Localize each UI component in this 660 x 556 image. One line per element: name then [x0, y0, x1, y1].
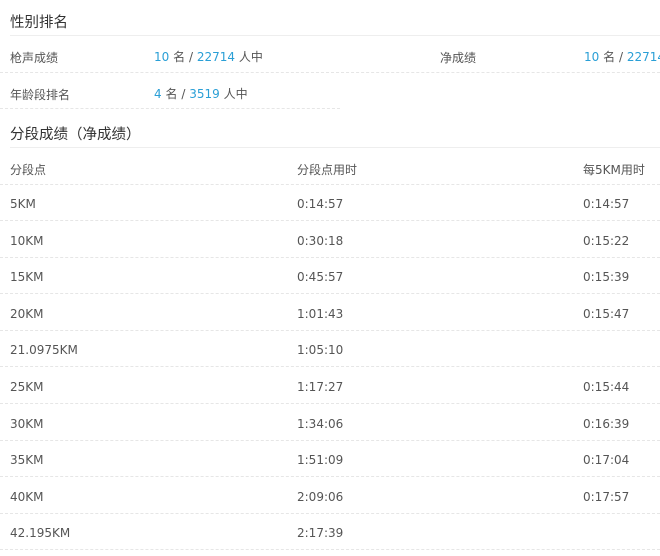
rank: 4: [154, 87, 162, 101]
split-time: 1:17:27: [297, 380, 344, 394]
split-time: 2:17:39: [297, 526, 344, 541]
split-time: 1:51:09: [297, 453, 344, 468]
net-time-rank: 10 名 / 22714: [584, 48, 660, 65]
gun-time-rank: 10 名 / 22714 人中: [154, 48, 263, 65]
split-time: 0:45:57: [297, 270, 344, 285]
split-point: 40KM: [10, 489, 44, 504]
per-5km-time: 0:15:47: [583, 306, 630, 321]
header-split-point: 分段点: [10, 163, 47, 177]
rank-unit: 名: [165, 87, 178, 101]
gender-rank-title: 性别排名: [10, 15, 68, 31]
per-5km-time: 0:16:39: [583, 416, 630, 431]
split-time: 1:01:43: [297, 306, 344, 321]
split-point: 42.195KM: [10, 526, 71, 541]
split-point: 10KM: [10, 233, 44, 248]
net-time-label: 净成绩: [440, 51, 477, 65]
header-per-5km: 每5KM用时: [583, 163, 645, 177]
age-group-label: 年龄段排名: [10, 88, 71, 102]
rank: 10: [584, 50, 600, 64]
splits-title: 分段成绩（净成绩）: [10, 127, 141, 143]
divider: [10, 35, 660, 36]
age-group-rank: 4 名 / 3519 人中: [154, 85, 248, 102]
total: 3519: [189, 87, 220, 101]
rank-unit: 名: [603, 50, 616, 64]
per-5km-time: 0:17:04: [583, 453, 630, 468]
split-point: 35KM: [10, 453, 44, 468]
split-time: 1:34:06: [297, 416, 344, 431]
row-divider: [0, 403, 660, 404]
split-point: 15KM: [10, 270, 44, 285]
split-time: 0:30:18: [297, 233, 344, 248]
divider: [0, 72, 660, 73]
total: 22714: [626, 50, 660, 64]
divider: [10, 147, 660, 148]
rank-unit: 名: [173, 50, 186, 64]
separator: /: [181, 87, 186, 101]
row-divider: [0, 512, 660, 514]
row-divider: [0, 549, 660, 551]
row-divider: [0, 476, 660, 478]
separator: /: [188, 50, 193, 64]
row-divider: [0, 329, 660, 331]
total-unit: 人中: [223, 87, 248, 101]
header-split-time: 分段点用时: [297, 163, 358, 177]
separator: /: [618, 50, 623, 64]
split-point: 25KM: [10, 380, 44, 394]
per-5km-time: 0:15:22: [583, 233, 630, 248]
gun-time-label: 枪声成绩: [10, 51, 59, 65]
row-divider: [0, 293, 660, 295]
per-5km-time: 0:15:39: [583, 270, 630, 285]
divider: [0, 108, 340, 109]
total: 22714: [196, 50, 236, 64]
row-divider: [0, 366, 660, 368]
row-divider: [0, 439, 660, 441]
split-time: 0:14:57: [297, 197, 344, 211]
split-time: 2:09:06: [297, 489, 344, 504]
split-point: 20KM: [10, 306, 44, 321]
per-5km-time: 0:15:44: [583, 380, 630, 394]
split-point: 5KM: [10, 197, 36, 211]
divider: [0, 184, 660, 185]
split-point: 30KM: [10, 416, 44, 431]
total-unit: 人中: [238, 50, 263, 64]
split-time: 1:05:10: [297, 343, 344, 358]
rank: 10: [154, 50, 170, 64]
per-5km-time: 0:17:57: [583, 489, 630, 504]
split-point: 21.0975KM: [10, 343, 78, 358]
row-divider: [0, 256, 660, 258]
per-5km-time: 0:14:57: [583, 197, 630, 211]
row-divider: [0, 220, 660, 221]
